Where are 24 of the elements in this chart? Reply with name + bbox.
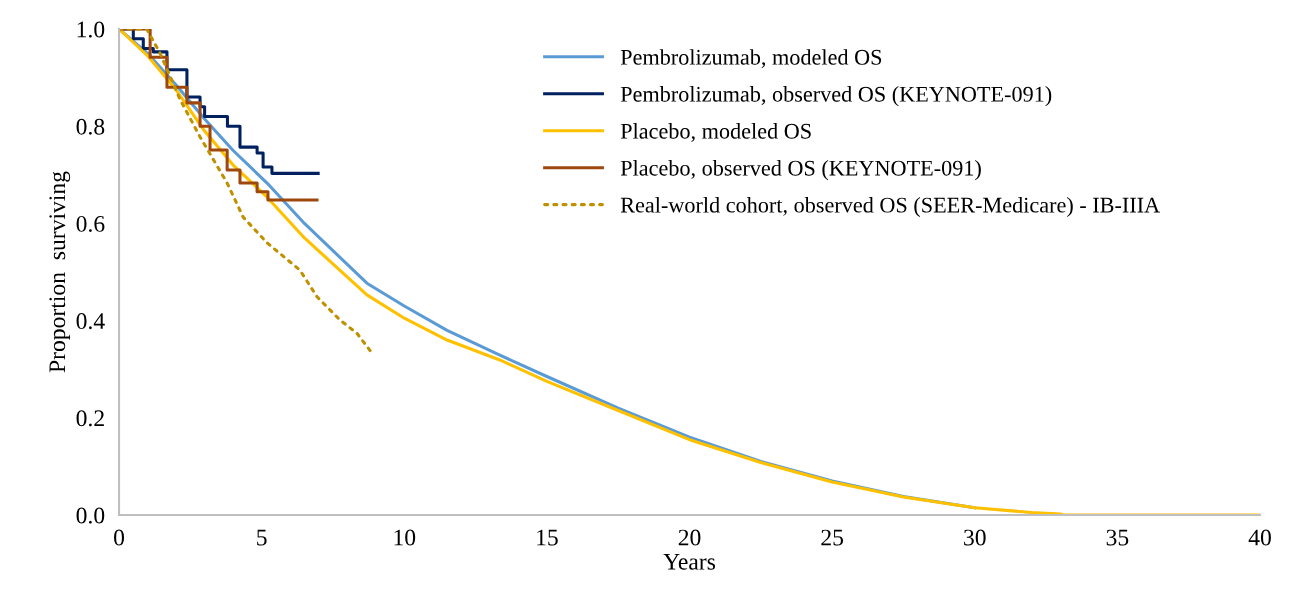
x-tick-label: 10	[394, 529, 416, 546]
x-axis-title: Years	[663, 554, 716, 570]
legend-label: Pembrolizumab, observed OS (KEYNOTE-091)	[620, 86, 1052, 107]
legend-label: Pembrolizumab, modeled OS	[620, 49, 882, 68]
x-tick-label: 40	[1248, 529, 1271, 546]
x-tick-label: 30	[964, 529, 986, 546]
line-series	[119, 29, 1261, 516]
legend-label: Real-world cohort, observed OS (SEER-Medicare) - IB-IIIA	[620, 196, 1160, 218]
legend-label: Placebo, modeled OS	[620, 123, 811, 142]
y-tick-label: 0.4	[76, 313, 105, 330]
y-tick-label: 0.2	[76, 410, 104, 427]
x-tick-label: 25	[821, 529, 844, 546]
line-series	[119, 29, 374, 355]
y-axis-title: Proportion surviving	[49, 171, 71, 373]
x-tick-label: 5	[257, 529, 267, 546]
x-tick-label: 20	[678, 529, 701, 546]
y-tick-label: 0.0	[76, 507, 105, 524]
y-tick-label: 0.6	[76, 215, 105, 232]
x-tick-label: 15	[537, 529, 558, 546]
x-tick-label: 0	[114, 529, 125, 546]
legend-label: Placebo, observed OS (KEYNOTE-091)	[620, 160, 981, 181]
y-tick-label: 1.0	[77, 21, 105, 38]
y-tick-label: 0.8	[76, 118, 105, 135]
x-tick-label: 35	[1106, 529, 1129, 546]
